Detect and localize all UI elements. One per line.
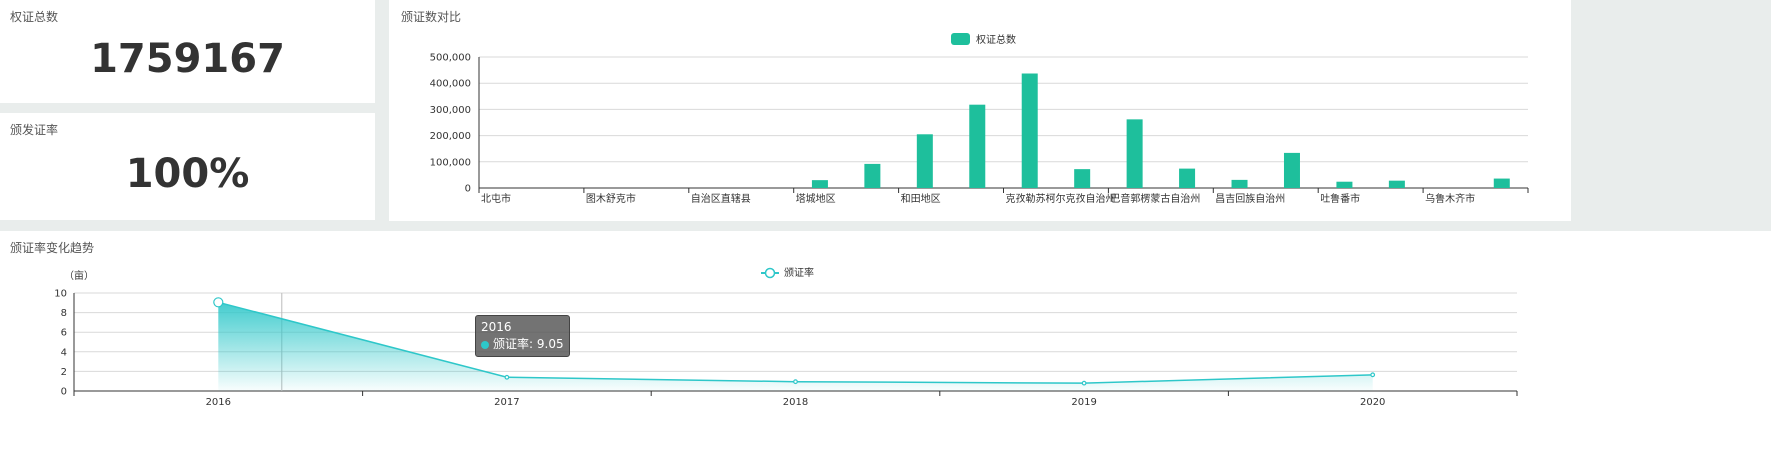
legend-marker [764,267,776,279]
y-tick-label: 0 [465,184,471,195]
x-tick-label: 乌鲁木齐市 [1425,192,1475,205]
bar [1021,73,1038,188]
x-tick-label: 2020 [1360,397,1385,408]
x-tick-label: 2018 [783,397,808,408]
legend-label: 颁证率 [784,266,814,279]
x-tick-label: 吐鲁番市 [1320,192,1360,205]
x-tick-label: 克孜勒苏柯尔克孜自治州 [1006,192,1116,205]
total-card: 权证总数 1759167 [0,0,375,103]
tooltip-row: 颁证率: 9.05 [481,336,564,353]
y-axis-unit: （亩） [64,269,94,282]
bar-legend: 权证总数 [951,33,1016,46]
bar [864,163,881,188]
chart-tooltip: 2016 颁证率: 9.05 [475,315,570,357]
bar [1074,169,1091,188]
x-tick-label: 2019 [1071,397,1096,408]
y-tick-label: 500,000 [430,53,471,64]
y-tick-label: 4 [61,347,67,358]
tooltip-series: 颁证率 [493,337,530,351]
legend-label: 权证总数 [976,33,1016,46]
bar-chart: 权证总数 0 100,000 200,000 300,000 400,000 500,000… [430,33,1529,205]
bar [1493,178,1510,188]
total-card-value: 1759167 [90,36,285,82]
x-tick-label: 图木舒克市 [586,192,636,205]
x-tick-label: 2017 [494,397,519,408]
bar [1126,119,1143,188]
y-tick-label: 2 [61,367,67,378]
bar [916,134,933,188]
bar [969,104,986,188]
tooltip-value: 9.05 [536,337,564,351]
bar-chart-panel: 颁证数对比 权证总数 0 100,000 200,000 300,000 400,000 5… [389,0,1571,221]
y-tick-label: 8 [61,308,67,319]
line-legend: 颁证率 [761,266,814,279]
data-point [793,379,798,385]
bar [1283,152,1300,188]
rate-card: 颁发证率 100% [0,113,375,220]
x-tick-label: 昌吉回族自治州 [1215,192,1285,205]
rate-card-title: 颁发证率 [10,123,59,137]
legend-swatch [951,33,970,45]
area-fill [218,302,1373,391]
data-point [504,374,510,380]
bar-chart-title: 颁证数对比 [401,10,462,24]
y-tick-label: 200,000 [430,131,471,142]
data-point [1370,372,1376,378]
line-chart-panel: 颁证率变化趋势 颁证率 （亩） 0 2 4 6 8 10 2016 2017 2018 2019 202… [0,231,1771,462]
data-point [1081,380,1087,386]
y-tick-label: 6 [61,328,67,339]
tooltip-dot-icon [481,340,489,349]
rate-card-value: 100% [125,151,250,197]
line-chart-title: 颁证率变化趋势 [10,241,95,255]
y-tick-label: 300,000 [430,105,471,116]
bar [1179,168,1196,188]
line-chart: 颁证率 （亩） 0 2 4 6 8 10 2016 2017 2018 2019 2020 [54,266,1518,408]
x-tick-label: 巴音郭楞蒙古自治州 [1110,192,1200,205]
total-card-title: 权证总数 [10,10,59,24]
x-tick-label: 自治区直辖县 [691,192,751,205]
x-tick-label: 北屯市 [481,192,511,205]
y-tick-label: 400,000 [430,79,471,90]
bar [1231,179,1248,188]
x-tick-label: 2016 [206,397,231,408]
x-tick-label: 塔城地区 [796,192,836,205]
bar [811,180,828,188]
x-tick-label: 和田地区 [901,192,941,205]
bar [1336,181,1353,188]
data-point [213,297,224,308]
y-tick-label: 0 [61,387,67,398]
y-tick-label: 10 [54,289,67,300]
bar [1388,180,1405,188]
tooltip-title: 2016 [481,320,512,334]
y-tick-label: 100,000 [430,157,471,168]
